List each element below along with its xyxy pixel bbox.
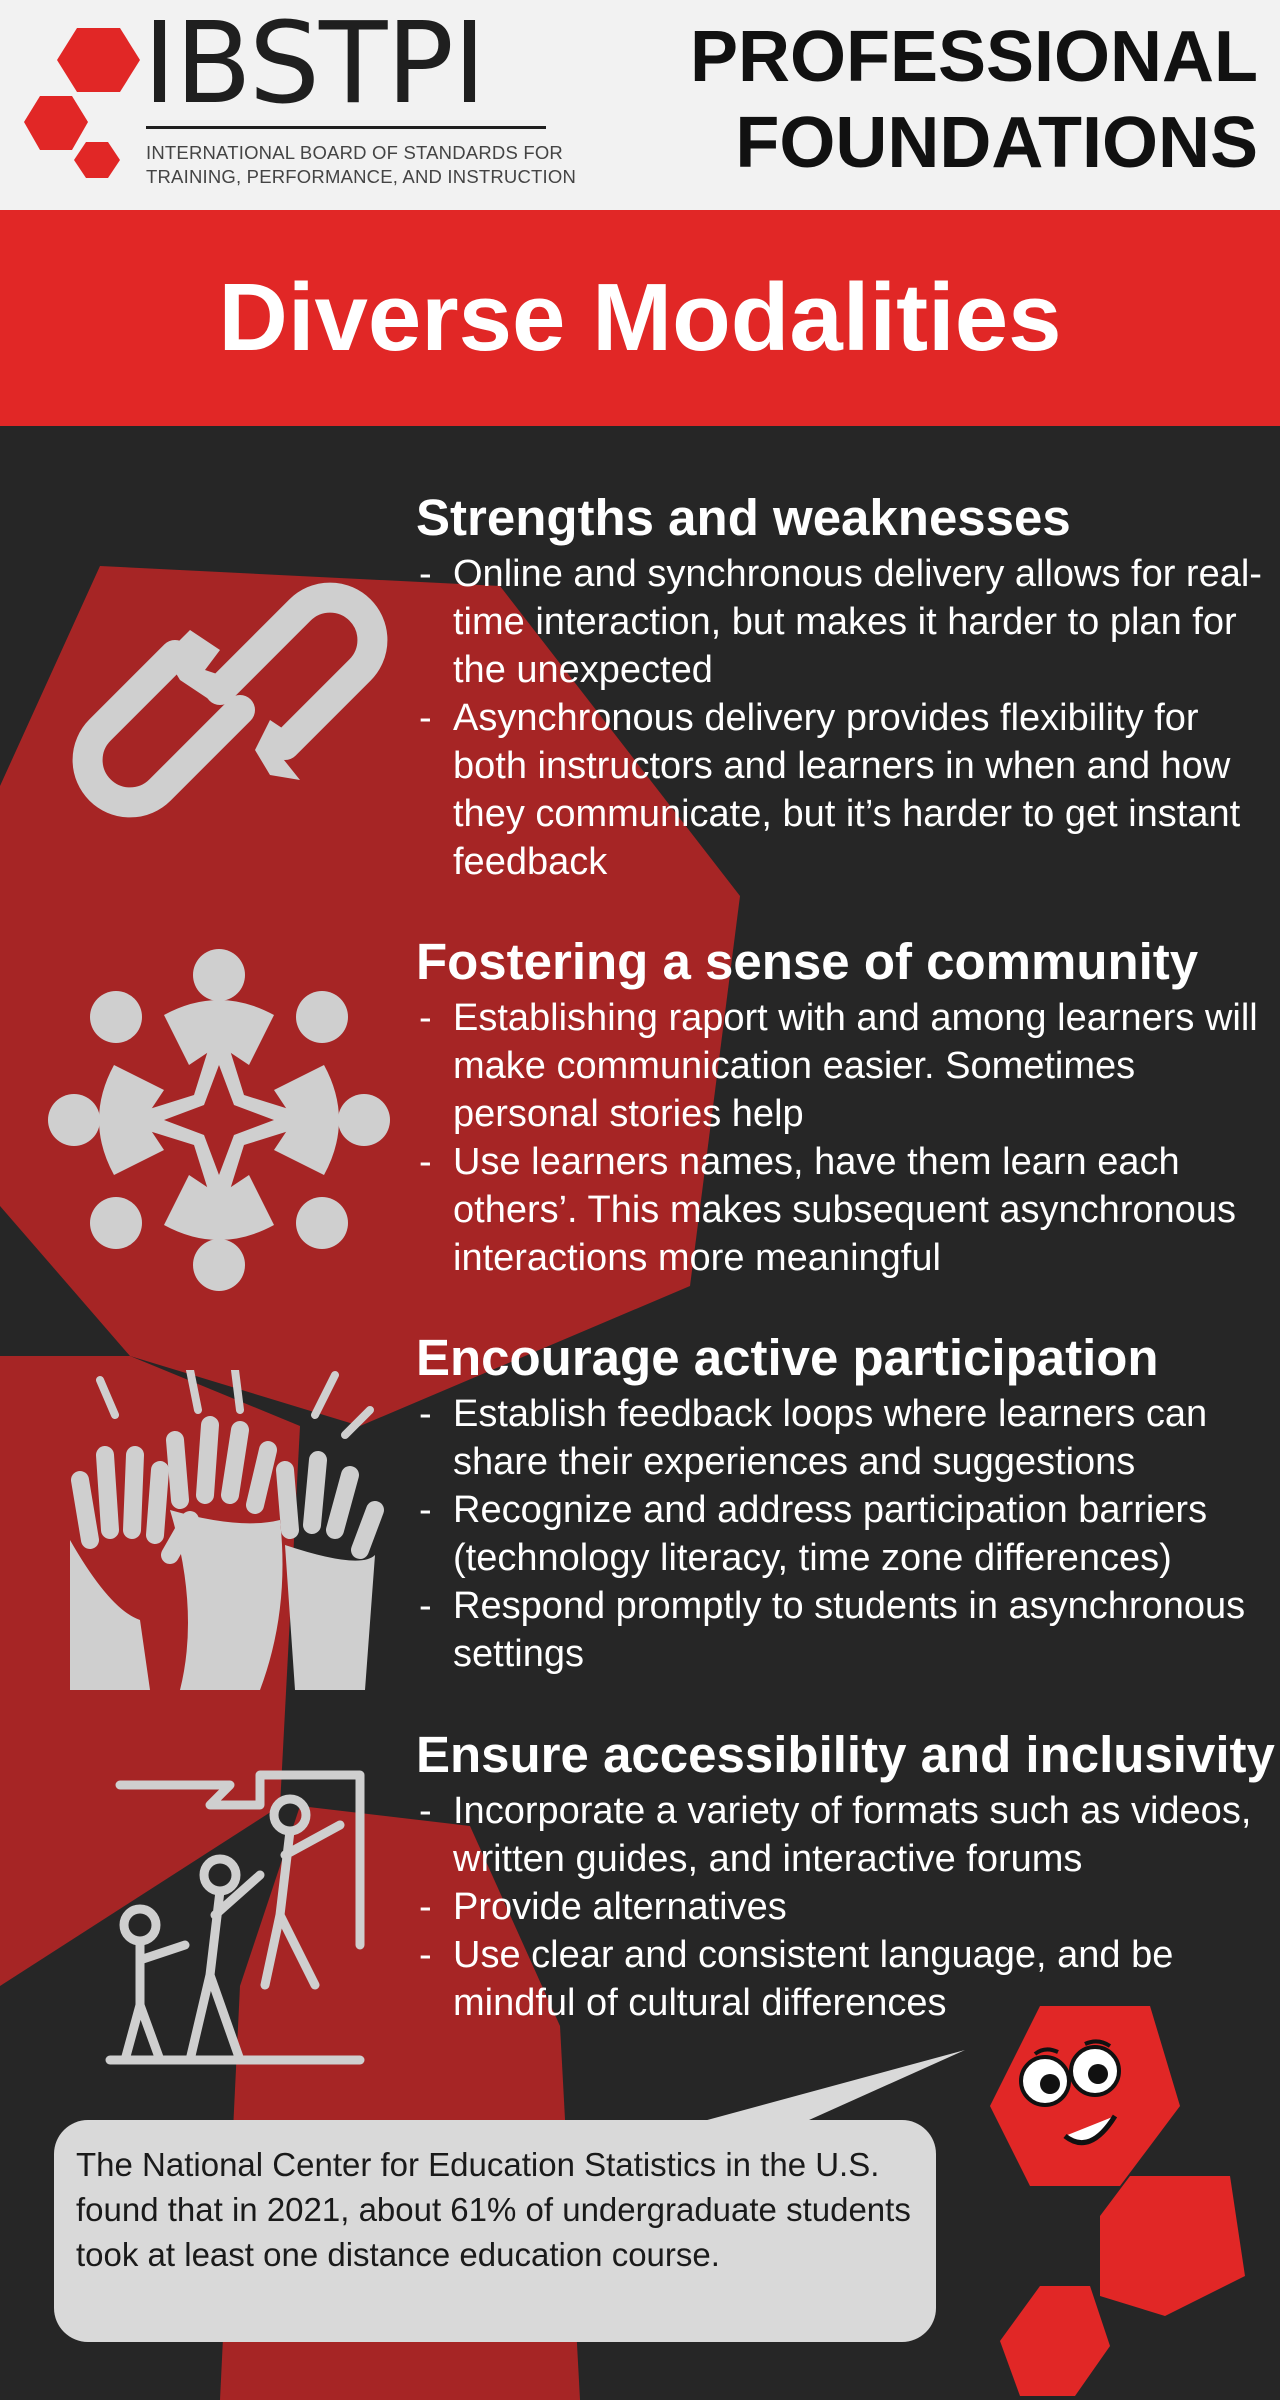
callout-text: The National Center for Education Statis… bbox=[76, 2146, 911, 2273]
logo-rule bbox=[146, 126, 546, 129]
series-title: PROFESSIONAL FOUNDATIONS bbox=[690, 14, 1258, 186]
header: IBSTPI INTERNATIONAL BOARD OF STANDARDS … bbox=[0, 0, 1280, 210]
community-circle-icon bbox=[48, 949, 390, 1291]
bullet-item: Respond promptly to students in asynchro… bbox=[416, 1582, 1276, 1678]
section-heading: Encourage active participation bbox=[416, 1329, 1159, 1386]
logo-hexagons-icon bbox=[24, 28, 140, 178]
section-accessibility: Ensure accessibility and inclusivity Inc… bbox=[416, 1725, 1276, 2027]
bullet-item: Incorporate a variety of formats such as… bbox=[416, 1787, 1276, 1883]
series-title-line1: PROFESSIONAL bbox=[689, 17, 1258, 97]
statistic-callout: The National Center for Education Statis… bbox=[54, 2120, 936, 2342]
logo-subtitle-line2: TRAINING, PERFORMANCE, AND INSTRUCTION bbox=[146, 166, 577, 187]
section-active-participation: Encourage active participation Establish… bbox=[416, 1328, 1276, 1678]
series-title-line2: FOUNDATIONS bbox=[735, 103, 1258, 183]
section-heading: Fostering a sense of community bbox=[416, 933, 1199, 990]
bullet-item: Online and synchronous delivery allows f… bbox=[416, 550, 1276, 694]
bullet-list: Online and synchronous delivery allows f… bbox=[416, 550, 1276, 886]
bullet-item: Recognize and address participation barr… bbox=[416, 1486, 1276, 1582]
section-strengths-weaknesses: Strengths and weaknesses Online and sync… bbox=[416, 488, 1276, 886]
bullet-list: Incorporate a variety of formats such as… bbox=[416, 1787, 1276, 2027]
bullet-list: Establish feedback loops where learners … bbox=[416, 1390, 1276, 1678]
logo-wordmark: IBSTPI bbox=[143, 0, 486, 129]
bullet-list: Establishing raport with and among learn… bbox=[416, 994, 1276, 1282]
hexagon-mascot-icon bbox=[990, 2006, 1245, 2396]
bullet-item: Use learners names, have them learn each… bbox=[416, 1138, 1276, 1282]
bullet-item: Provide alternatives bbox=[416, 1883, 1276, 1931]
section-community: Fostering a sense of community Establish… bbox=[416, 932, 1276, 1282]
bullet-item: Establishing raport with and among learn… bbox=[416, 994, 1276, 1138]
title-banner: Diverse Modalities bbox=[0, 210, 1280, 426]
page-title: Diverse Modalities bbox=[218, 264, 1062, 371]
raised-hands-icon bbox=[70, 1370, 384, 1690]
section-heading: Strengths and weaknesses bbox=[416, 489, 1071, 546]
broken-chain-icon bbox=[72, 582, 388, 818]
bullet-item: Use clear and consistent language, and b… bbox=[416, 1931, 1276, 2027]
bullet-item: Establish feedback loops where learners … bbox=[416, 1390, 1276, 1486]
logo-subtitle-line1: INTERNATIONAL BOARD OF STANDARDS FOR bbox=[146, 142, 563, 163]
section-heading: Ensure accessibility and inclusivity bbox=[416, 1726, 1275, 1783]
people-helping-climb-icon bbox=[105, 1770, 365, 2065]
bullet-item: Asynchronous delivery provides flexibili… bbox=[416, 694, 1276, 886]
